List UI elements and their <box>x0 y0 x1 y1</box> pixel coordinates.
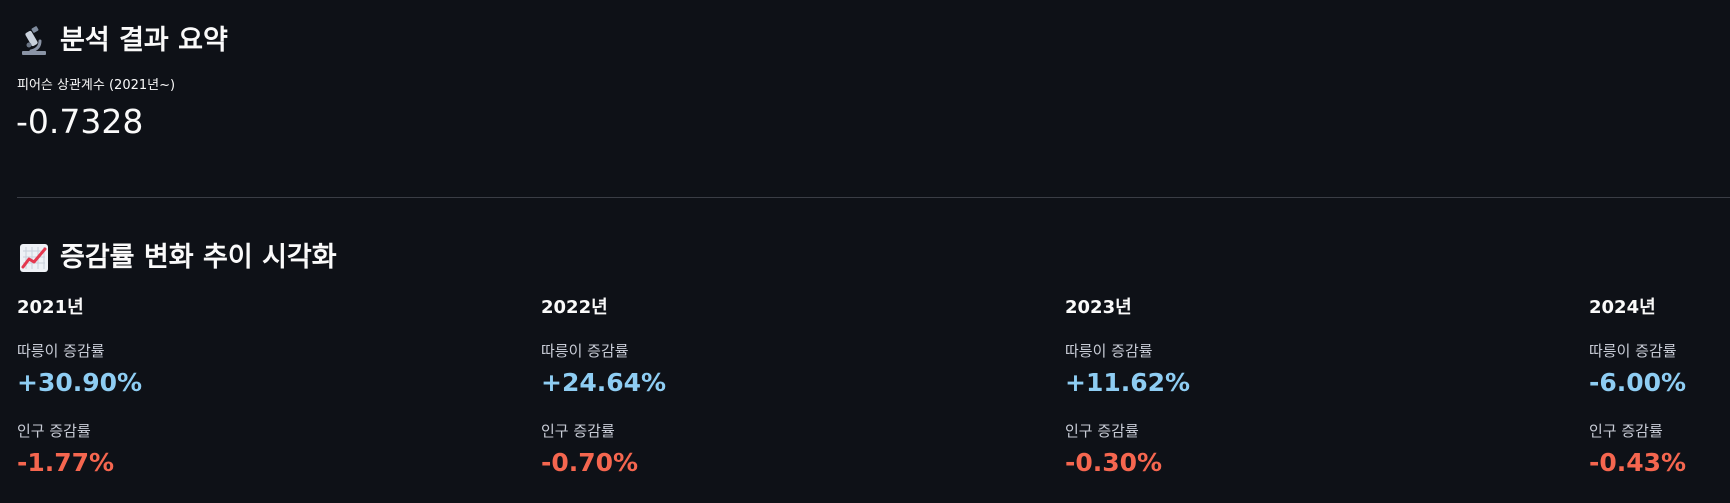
population-rate-value: -0.30% <box>1065 448 1163 477</box>
year-label: 2022년 <box>541 297 608 318</box>
bike-rate-label: 따릉이 증감률 <box>541 342 629 360</box>
summary-heading-text: 분석 결과 요약 <box>60 25 228 56</box>
summary-heading: 분석 결과 요약 <box>18 24 228 58</box>
year-label: 2023년 <box>1065 297 1132 318</box>
bike-rate-value: +30.90% <box>17 368 143 397</box>
year-label: 2024년 <box>1589 297 1656 318</box>
bike-rate-label: 따릉이 증감률 <box>17 342 105 360</box>
bike-rate-label: 따릉이 증감률 <box>1065 342 1153 360</box>
bike-rate-value: -6.00% <box>1589 368 1687 397</box>
trend-heading-text: 증감률 변화 추이 시각화 <box>60 242 337 273</box>
bike-rate-value: +24.64% <box>541 368 667 397</box>
population-rate-label: 인구 증감률 <box>541 422 615 440</box>
year-label: 2021년 <box>17 297 84 318</box>
population-rate-value: -0.43% <box>1589 448 1687 477</box>
population-rate-label: 인구 증감률 <box>1589 422 1663 440</box>
correlation-label: 피어슨 상관계수 (2021년~) <box>17 78 176 93</box>
population-rate-value: -0.70% <box>541 448 639 477</box>
population-rate-label: 인구 증감률 <box>17 422 91 440</box>
population-rate-label: 인구 증감률 <box>1065 422 1139 440</box>
trend-heading: 증감률 변화 추이 시각화 <box>18 241 337 275</box>
bike-rate-value: +11.62% <box>1065 368 1191 397</box>
section-divider <box>17 197 1730 198</box>
population-rate-value: -1.77% <box>17 448 115 477</box>
chart-increasing-icon <box>20 244 48 272</box>
correlation-value: -0.7328 <box>16 102 144 141</box>
bike-rate-label: 따릉이 증감률 <box>1589 342 1677 360</box>
microscope-icon <box>22 26 46 55</box>
